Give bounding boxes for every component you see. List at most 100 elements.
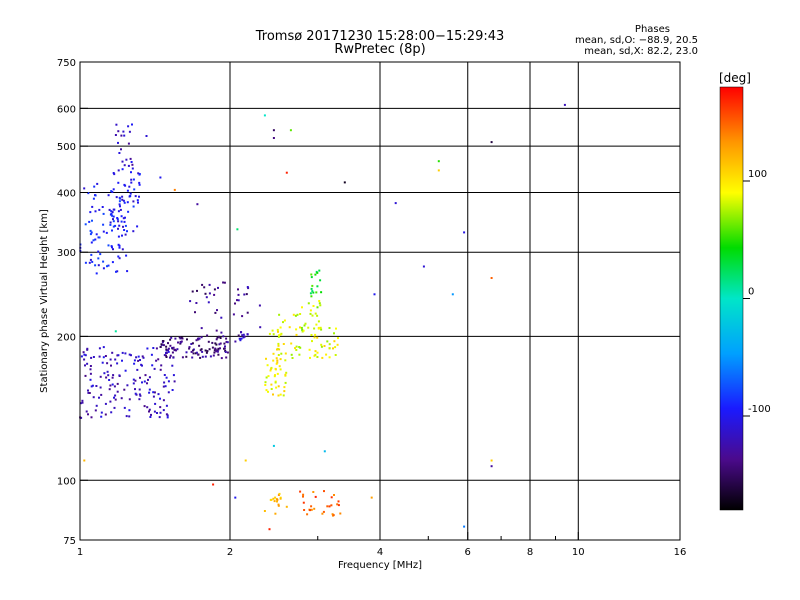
data-point <box>563 103 566 106</box>
data-point <box>107 264 110 267</box>
data-point <box>158 416 161 419</box>
data-point <box>208 292 211 295</box>
data-point <box>270 498 273 501</box>
data-point <box>112 215 115 218</box>
data-point <box>159 368 162 371</box>
data-point <box>276 328 279 331</box>
data-point <box>132 230 135 233</box>
data-point <box>294 314 297 317</box>
data-point <box>130 171 132 174</box>
data-point <box>206 334 209 337</box>
data-point <box>325 353 328 356</box>
data-point <box>89 233 92 236</box>
data-point <box>279 497 282 500</box>
data-point <box>102 356 105 359</box>
data-point <box>216 350 219 353</box>
data-point <box>316 351 319 354</box>
data-point <box>160 343 163 346</box>
data-point <box>270 383 273 386</box>
data-point <box>132 178 135 181</box>
data-point <box>276 361 279 364</box>
data-point <box>310 287 313 290</box>
data-point <box>222 281 225 284</box>
data-point <box>162 409 165 412</box>
data-point <box>309 509 312 512</box>
data-point <box>107 194 110 197</box>
data-point <box>165 413 168 416</box>
data-point <box>83 358 86 361</box>
data-point <box>154 402 157 405</box>
data-point <box>232 313 235 316</box>
data-point <box>102 223 105 226</box>
data-point <box>206 350 209 353</box>
data-point <box>330 496 333 499</box>
data-point <box>91 260 94 263</box>
data-point <box>313 327 316 330</box>
data-point <box>149 416 152 418</box>
data-point <box>131 163 134 166</box>
data-point <box>87 192 90 195</box>
data-point <box>226 341 229 344</box>
chart-title: Tromsø 20171230 15:28:00−15:29:43 <box>255 29 505 44</box>
data-point <box>217 353 220 356</box>
data-point <box>190 350 193 353</box>
data-point <box>226 351 229 354</box>
data-point <box>214 348 217 351</box>
data-point <box>130 181 133 184</box>
data-point <box>209 355 212 358</box>
data-point <box>120 397 123 400</box>
data-point <box>225 340 228 343</box>
data-point <box>316 314 319 317</box>
data-point <box>120 220 123 223</box>
data-point <box>126 230 128 233</box>
data-point <box>240 337 243 340</box>
data-point <box>100 415 103 418</box>
data-point <box>333 332 335 335</box>
data-point <box>132 205 135 208</box>
data-point <box>437 169 440 172</box>
data-point <box>121 248 124 251</box>
data-point <box>278 365 281 368</box>
data-point <box>116 362 119 365</box>
data-point <box>276 498 279 501</box>
data-point <box>136 199 139 202</box>
data-point <box>121 195 124 198</box>
data-point <box>123 220 126 223</box>
data-point <box>128 398 131 401</box>
data-point <box>165 376 168 379</box>
data-point <box>212 483 215 486</box>
data-point <box>118 196 121 199</box>
data-point <box>146 382 148 385</box>
data-point <box>279 358 282 361</box>
data-point <box>276 372 279 375</box>
data-point <box>316 271 319 274</box>
data-point <box>278 348 281 351</box>
data-point <box>165 345 168 348</box>
data-point <box>275 357 278 360</box>
phases-x-stats: mean, sd,X: 82.2, 23.0 <box>584 46 698 57</box>
data-point <box>134 379 137 382</box>
data-point <box>132 382 135 385</box>
data-point <box>153 391 156 394</box>
data-point <box>277 342 280 345</box>
data-point <box>122 130 125 133</box>
data-point <box>86 362 89 365</box>
data-point <box>114 358 117 361</box>
data-point <box>186 338 188 341</box>
data-point <box>98 347 101 350</box>
data-point <box>177 341 179 344</box>
data-point <box>246 286 249 288</box>
data-point <box>116 390 119 393</box>
data-point <box>219 347 221 350</box>
data-point <box>294 347 296 350</box>
data-point <box>112 248 114 251</box>
data-point <box>172 374 175 377</box>
data-point <box>218 343 221 346</box>
data-point <box>133 362 136 365</box>
data-point <box>111 211 114 214</box>
data-point <box>280 352 283 355</box>
data-point <box>272 444 275 447</box>
data-point <box>108 208 111 211</box>
data-point <box>148 408 151 411</box>
data-point <box>291 357 294 359</box>
